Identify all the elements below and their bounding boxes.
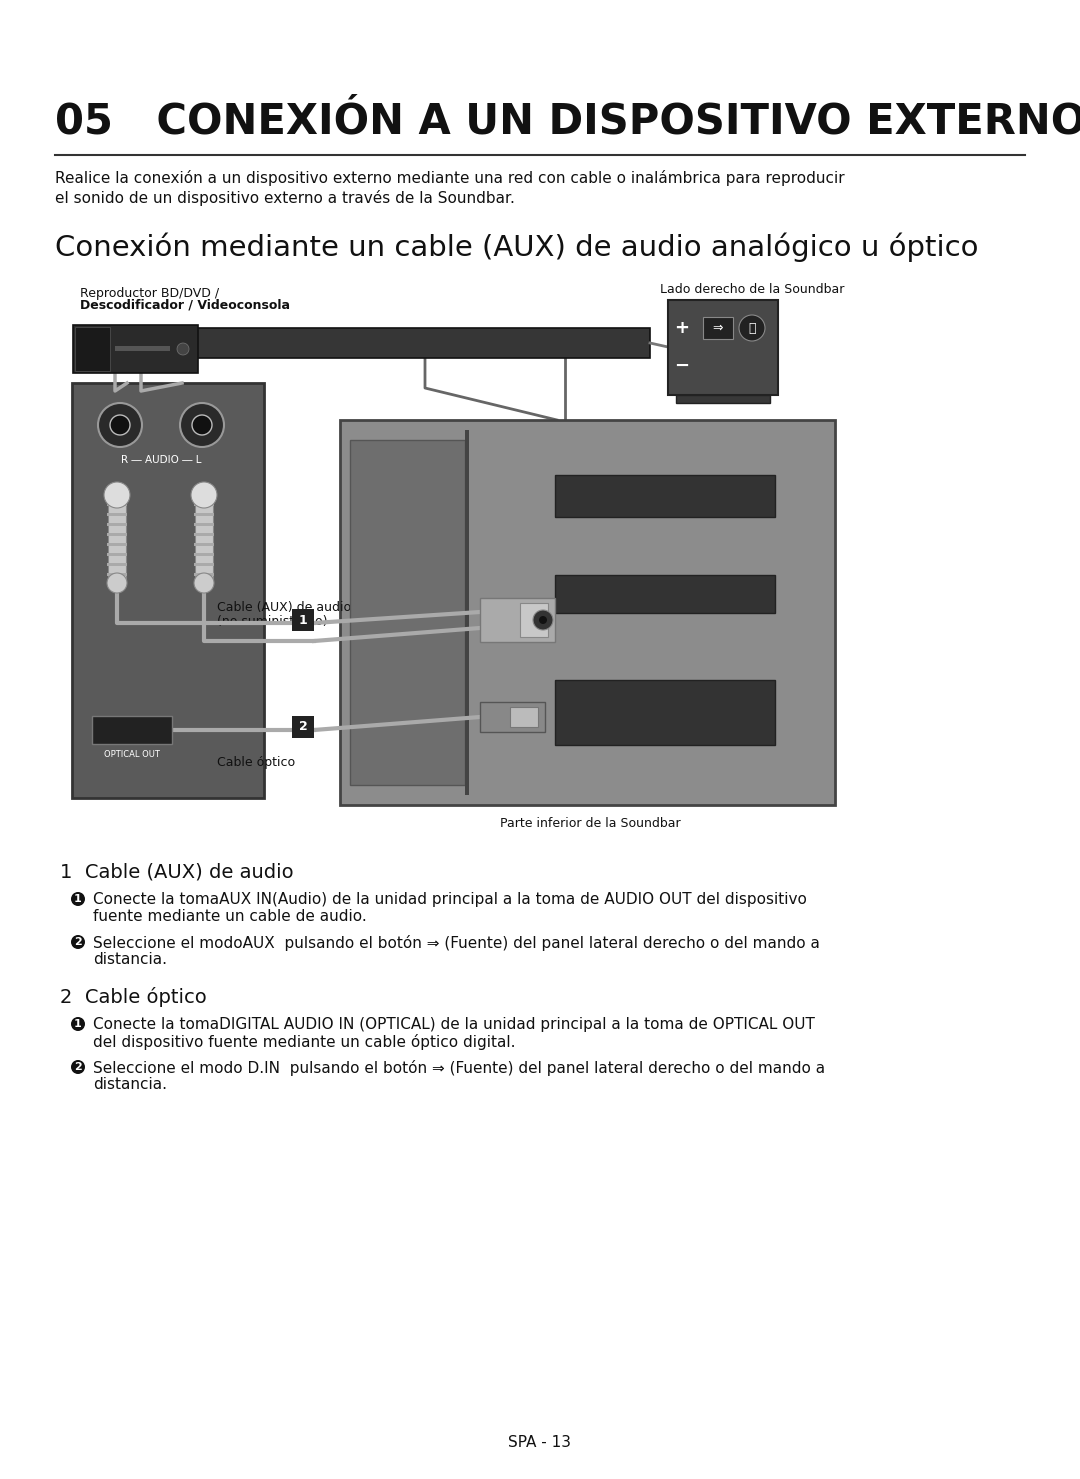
Bar xyxy=(669,300,778,395)
Text: Reproductor BD/DVD /: Reproductor BD/DVD / xyxy=(80,287,219,300)
Bar xyxy=(195,328,650,358)
Bar xyxy=(292,609,314,632)
Bar xyxy=(107,513,127,516)
Text: Realice la conexión a un dispositivo externo mediante una red con cable o inalám: Realice la conexión a un dispositivo ext… xyxy=(55,170,845,186)
Bar xyxy=(350,439,465,785)
Text: Descodificador / Videoconsola: Descodificador / Videoconsola xyxy=(80,299,291,312)
Bar xyxy=(107,553,127,556)
Circle shape xyxy=(71,935,85,950)
Bar xyxy=(108,493,126,583)
Bar xyxy=(194,532,214,535)
Bar xyxy=(107,543,127,546)
Circle shape xyxy=(71,1018,85,1031)
Text: (no suministrado): (no suministrado) xyxy=(217,615,327,629)
Text: fuente mediante un cable de audio.: fuente mediante un cable de audio. xyxy=(93,910,367,924)
Bar xyxy=(194,493,214,495)
Text: 2: 2 xyxy=(299,720,308,734)
Bar xyxy=(510,707,538,728)
Text: ⏻: ⏻ xyxy=(748,321,756,334)
Bar xyxy=(72,383,264,799)
Bar xyxy=(107,493,127,495)
Text: Parte inferior de la Soundbar: Parte inferior de la Soundbar xyxy=(500,816,680,830)
Bar xyxy=(194,553,214,556)
Bar xyxy=(703,317,733,339)
Bar xyxy=(194,543,214,546)
Text: Seleccione el modo D.IN  pulsando el botón ⇒ (Fuente) del panel lateral derecho : Seleccione el modo D.IN pulsando el botó… xyxy=(93,1060,825,1077)
Bar xyxy=(194,572,214,575)
Text: ⇒: ⇒ xyxy=(713,321,724,334)
Bar xyxy=(107,563,127,566)
Text: Conexión mediante un cable (AUX) de audio analógico u óptico: Conexión mediante un cable (AUX) de audi… xyxy=(55,232,978,262)
Bar xyxy=(480,598,555,642)
Bar xyxy=(107,524,127,527)
Text: 2: 2 xyxy=(75,938,82,947)
Bar xyxy=(676,395,770,402)
Bar xyxy=(194,513,214,516)
Text: 1: 1 xyxy=(75,1019,82,1029)
Bar xyxy=(194,503,214,506)
Text: Cable óptico: Cable óptico xyxy=(217,756,295,769)
Circle shape xyxy=(110,416,130,435)
Circle shape xyxy=(192,416,212,435)
Bar xyxy=(555,680,775,745)
Circle shape xyxy=(191,482,217,507)
Text: Seleccione el modoAUX  pulsando el botón ⇒ (Fuente) del panel lateral derecho o : Seleccione el modoAUX pulsando el botón … xyxy=(93,935,820,951)
Circle shape xyxy=(739,315,765,342)
Bar xyxy=(555,475,775,518)
Text: del dispositivo fuente mediante un cable óptico digital.: del dispositivo fuente mediante un cable… xyxy=(93,1034,515,1050)
Circle shape xyxy=(107,572,127,593)
Text: 2  Cable óptico: 2 Cable óptico xyxy=(60,986,206,1007)
Text: 1  Cable (AUX) de audio: 1 Cable (AUX) de audio xyxy=(60,862,294,881)
Text: +: + xyxy=(675,319,689,337)
Bar xyxy=(555,575,775,612)
Text: OPTICAL OUT: OPTICAL OUT xyxy=(104,750,160,759)
Bar xyxy=(465,430,469,796)
Text: SPA - 13: SPA - 13 xyxy=(509,1435,571,1449)
Circle shape xyxy=(180,402,224,447)
Circle shape xyxy=(194,572,214,593)
Text: R ― AUDIO ― L: R ― AUDIO ― L xyxy=(121,456,201,464)
Bar xyxy=(114,346,170,351)
Text: −: − xyxy=(674,356,689,376)
Text: 1: 1 xyxy=(299,614,308,627)
Circle shape xyxy=(71,1060,85,1074)
Bar xyxy=(519,603,548,637)
Circle shape xyxy=(71,892,85,907)
Bar xyxy=(480,703,545,732)
Circle shape xyxy=(104,482,130,507)
Text: Lado derecho de la Soundbar: Lado derecho de la Soundbar xyxy=(660,282,845,296)
Text: Conecte la tomaAUX IN(Audio) de la unidad principal a la toma de AUDIO OUT del d: Conecte la tomaAUX IN(Audio) de la unida… xyxy=(93,892,807,907)
Text: 05   CONEXIÓN A UN DISPOSITIVO EXTERNO: 05 CONEXIÓN A UN DISPOSITIVO EXTERNO xyxy=(55,101,1080,142)
Bar xyxy=(107,572,127,575)
Bar xyxy=(107,503,127,506)
Circle shape xyxy=(534,609,553,630)
Bar xyxy=(75,327,110,371)
Text: Cable (AUX) de audio: Cable (AUX) de audio xyxy=(217,600,351,614)
Circle shape xyxy=(539,615,546,624)
Bar xyxy=(195,493,213,583)
Bar xyxy=(194,563,214,566)
Circle shape xyxy=(98,402,141,447)
Circle shape xyxy=(177,343,189,355)
Text: el sonido de un dispositivo externo a través de la Soundbar.: el sonido de un dispositivo externo a tr… xyxy=(55,189,515,206)
Text: 1: 1 xyxy=(75,893,82,904)
Bar xyxy=(107,532,127,535)
Text: Conecte la tomaDIGITAL AUDIO IN (OPTICAL) de la unidad principal a la toma de OP: Conecte la tomaDIGITAL AUDIO IN (OPTICAL… xyxy=(93,1018,815,1032)
Bar xyxy=(194,524,214,527)
Bar xyxy=(92,716,172,744)
Text: distancia.: distancia. xyxy=(93,1077,167,1092)
Text: distancia.: distancia. xyxy=(93,952,167,967)
Text: 2: 2 xyxy=(75,1062,82,1072)
Bar xyxy=(340,420,835,805)
Bar xyxy=(73,325,198,373)
Bar xyxy=(292,716,314,738)
